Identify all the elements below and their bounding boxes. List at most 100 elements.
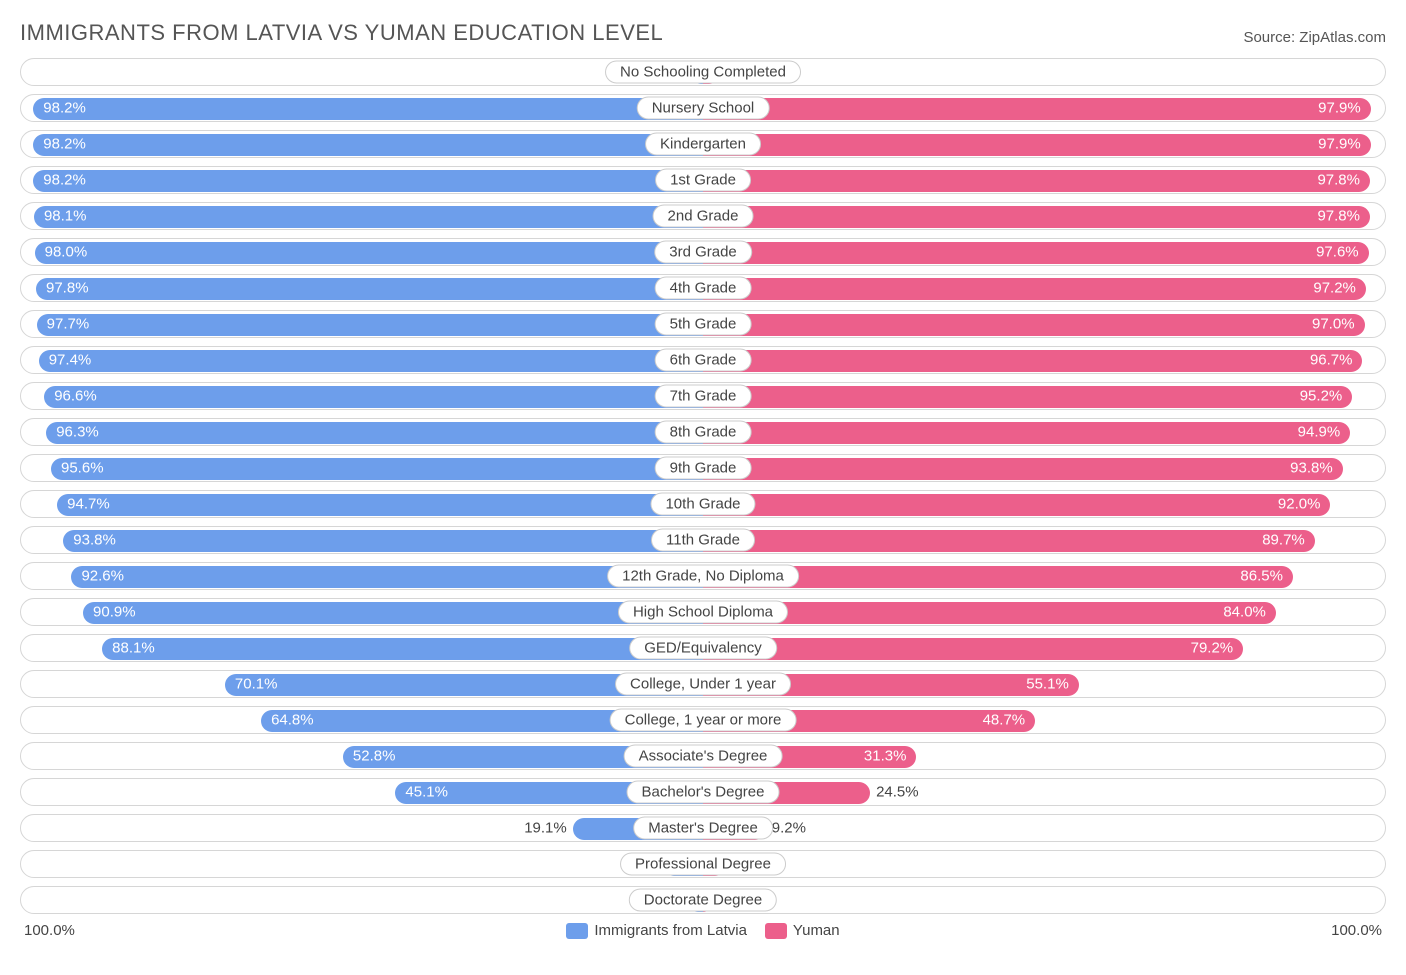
value-left: 70.1% bbox=[235, 676, 278, 693]
category-label: 2nd Grade bbox=[653, 205, 754, 228]
value-left: 98.2% bbox=[43, 136, 86, 153]
value-right: 79.2% bbox=[1191, 640, 1234, 657]
category-label: 8th Grade bbox=[655, 421, 752, 444]
value-left: 90.9% bbox=[93, 604, 136, 621]
value-right: 48.7% bbox=[983, 712, 1026, 729]
bar-right bbox=[703, 314, 1365, 336]
category-label: 3rd Grade bbox=[654, 241, 752, 264]
value-left: 93.8% bbox=[73, 532, 116, 549]
bar-right bbox=[703, 170, 1370, 192]
bar-right bbox=[703, 386, 1352, 408]
chart-row: 98.2% 97.8% 1st Grade bbox=[20, 166, 1386, 194]
category-label: Bachelor's Degree bbox=[627, 781, 780, 804]
bar-right bbox=[703, 530, 1315, 552]
bar-right bbox=[703, 242, 1369, 264]
chart-row: 1.9%2.5%No Schooling Completed bbox=[20, 58, 1386, 86]
value-left: 52.8% bbox=[353, 748, 396, 765]
bar-left bbox=[33, 170, 703, 192]
value-left: 64.8% bbox=[271, 712, 314, 729]
chart-row: 98.0% 97.6% 3rd Grade bbox=[20, 238, 1386, 266]
legend-label-left: Immigrants from Latvia bbox=[594, 922, 747, 939]
bar-left bbox=[44, 386, 703, 408]
source-label: Source: ZipAtlas.com bbox=[1243, 29, 1386, 46]
chart-row: 98.1% 97.8% 2nd Grade bbox=[20, 202, 1386, 230]
legend-item-right: Yuman bbox=[765, 922, 840, 939]
bar-left bbox=[34, 206, 703, 228]
bar-left bbox=[63, 530, 703, 552]
value-right: 96.7% bbox=[1310, 352, 1353, 369]
axis-right-max: 100.0% bbox=[1331, 922, 1382, 939]
bar-right bbox=[703, 494, 1330, 516]
chart-row: 98.2%97.9%Nursery School bbox=[20, 94, 1386, 122]
category-label: Associate's Degree bbox=[624, 745, 783, 768]
value-left: 98.0% bbox=[45, 244, 88, 261]
value-right: 97.6% bbox=[1316, 244, 1359, 261]
category-label: Kindergarten bbox=[645, 133, 761, 156]
category-label: GED/Equivalency bbox=[629, 637, 777, 660]
value-right: 86.5% bbox=[1240, 568, 1283, 585]
value-right: 84.0% bbox=[1223, 604, 1266, 621]
bar-left bbox=[35, 242, 703, 264]
chart-row: 95.6%93.8%9th Grade bbox=[20, 454, 1386, 482]
value-left: 96.6% bbox=[54, 388, 97, 405]
value-left: 98.2% bbox=[43, 172, 86, 189]
value-left: 98.2% bbox=[43, 100, 86, 117]
value-left: 96.3% bbox=[56, 424, 99, 441]
bar-right bbox=[703, 602, 1276, 624]
chart-row: 19.1%9.2%Master's Degree bbox=[20, 814, 1386, 842]
value-left: 88.1% bbox=[112, 640, 155, 657]
category-label: 11th Grade bbox=[651, 529, 755, 552]
chart-row: 96.6% 95.2% 7th Grade bbox=[20, 382, 1386, 410]
bar-left bbox=[57, 494, 703, 516]
chart-row: 93.8%89.7%11th Grade bbox=[20, 526, 1386, 554]
category-label: 7th Grade bbox=[655, 385, 752, 408]
legend: Immigrants from Latvia Yuman bbox=[566, 922, 839, 939]
bar-right bbox=[703, 422, 1350, 444]
category-label: Nursery School bbox=[637, 97, 770, 120]
category-label: 9th Grade bbox=[655, 457, 752, 480]
bar-left bbox=[33, 98, 703, 120]
chart-title: IMMIGRANTS FROM LATVIA VS YUMAN EDUCATIO… bbox=[20, 20, 663, 46]
category-label: 1st Grade bbox=[655, 169, 751, 192]
value-left: 94.7% bbox=[67, 496, 110, 513]
value-left: 19.1% bbox=[524, 820, 567, 837]
chart-row: 96.3% 94.9% 8th Grade bbox=[20, 418, 1386, 446]
category-label: Doctorate Degree bbox=[629, 889, 777, 912]
value-right: 31.3% bbox=[864, 748, 907, 765]
bar-left bbox=[36, 278, 703, 300]
value-left: 45.1% bbox=[405, 784, 448, 801]
value-left: 95.6% bbox=[61, 460, 104, 477]
category-label: No Schooling Completed bbox=[605, 61, 801, 84]
chart-row: 90.9%84.0%High School Diploma bbox=[20, 598, 1386, 626]
bar-right bbox=[703, 350, 1362, 372]
chart-row: 5.8%3.3%Professional Degree bbox=[20, 850, 1386, 878]
axis-left-max: 100.0% bbox=[24, 922, 75, 939]
category-label: Professional Degree bbox=[620, 853, 786, 876]
value-left: 98.1% bbox=[44, 208, 87, 225]
legend-swatch-right bbox=[765, 923, 787, 939]
category-label: 4th Grade bbox=[655, 277, 752, 300]
footer: 100.0% Immigrants from Latvia Yuman 100.… bbox=[20, 922, 1386, 939]
bar-left bbox=[51, 458, 703, 480]
chart-row: 2.4%1.5%Doctorate Degree bbox=[20, 886, 1386, 914]
value-right: 97.8% bbox=[1317, 172, 1360, 189]
chart-row: 97.7%97.0%5th Grade bbox=[20, 310, 1386, 338]
bar-right bbox=[703, 278, 1366, 300]
category-label: 12th Grade, No Diploma bbox=[607, 565, 799, 588]
chart-row: 45.1%24.5%Bachelor's Degree bbox=[20, 778, 1386, 806]
value-right: 97.9% bbox=[1318, 136, 1361, 153]
chart-row: 92.6%86.5%12th Grade, No Diploma bbox=[20, 562, 1386, 590]
category-label: 10th Grade bbox=[650, 493, 755, 516]
bar-right bbox=[703, 98, 1371, 120]
value-right: 94.9% bbox=[1298, 424, 1341, 441]
chart-row: 97.8%97.2%4th Grade bbox=[20, 274, 1386, 302]
category-label: 5th Grade bbox=[655, 313, 752, 336]
value-right: 97.8% bbox=[1317, 208, 1360, 225]
category-label: College, 1 year or more bbox=[610, 709, 797, 732]
legend-item-left: Immigrants from Latvia bbox=[566, 922, 747, 939]
bar-right bbox=[703, 458, 1343, 480]
header: IMMIGRANTS FROM LATVIA VS YUMAN EDUCATIO… bbox=[20, 20, 1386, 46]
value-right: 55.1% bbox=[1026, 676, 1069, 693]
value-right: 95.2% bbox=[1300, 388, 1343, 405]
value-right: 9.2% bbox=[772, 820, 806, 837]
